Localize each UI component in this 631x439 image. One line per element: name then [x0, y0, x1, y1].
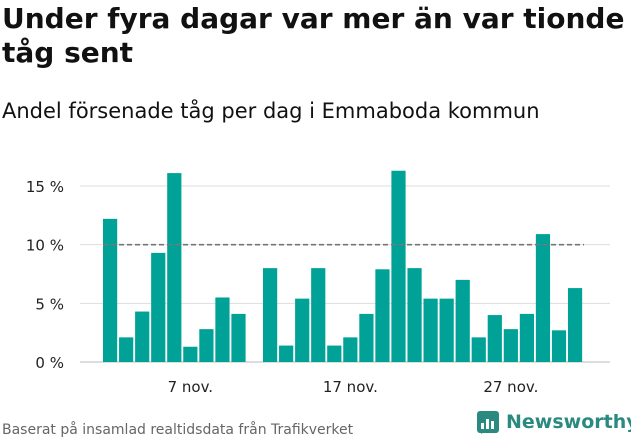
bar — [535, 234, 551, 362]
bar — [311, 268, 326, 362]
x-tick-label: 17 nov. — [323, 378, 378, 396]
bar — [263, 268, 278, 362]
bar — [455, 279, 470, 362]
chart-title: Under fyra dagar var mer än var tionde t… — [2, 2, 625, 69]
bar — [183, 346, 198, 362]
brand-logo[interactable]: Newsworthy — [476, 408, 631, 436]
bar — [391, 170, 406, 362]
y-axis-tick-labels: 0 % 5 % 10 % 15 % — [26, 178, 64, 372]
bar — [343, 337, 358, 362]
newsworthy-logo-icon — [477, 411, 499, 434]
bar — [135, 311, 150, 362]
bar — [279, 345, 294, 362]
bar — [167, 173, 182, 362]
chart-subtitle: Andel försenade tåg per dag i Emmaboda k… — [2, 99, 540, 123]
bar — [327, 345, 342, 362]
y-tick-label: 5 % — [35, 295, 64, 313]
bar — [215, 297, 230, 362]
bar — [375, 269, 390, 362]
bar — [423, 298, 438, 362]
bar — [551, 330, 567, 362]
bar — [119, 337, 134, 362]
bar — [151, 252, 166, 362]
y-tick-label: 10 % — [26, 237, 64, 255]
x-axis-tick-labels: 7 nov. 17 nov. 27 nov. — [168, 378, 539, 396]
bar — [295, 298, 310, 362]
bar — [503, 329, 518, 362]
bar — [359, 313, 374, 362]
source-note: Baserat på insamlad realtidsdata från Tr… — [2, 422, 354, 438]
bar — [103, 218, 118, 362]
x-tick-label: 7 nov. — [168, 378, 213, 396]
bar — [439, 298, 454, 362]
bar — [407, 268, 422, 362]
bar — [487, 315, 502, 362]
bars — [103, 170, 583, 362]
bar — [199, 329, 214, 362]
y-tick-label: 0 % — [35, 354, 64, 372]
bar — [471, 337, 486, 362]
y-tick-label: 15 % — [26, 178, 64, 196]
bar — [567, 288, 583, 362]
bar — [519, 313, 534, 362]
bar — [231, 313, 246, 362]
brand-name: Newsworthy — [506, 411, 631, 433]
x-tick-label: 27 nov. — [483, 378, 538, 396]
